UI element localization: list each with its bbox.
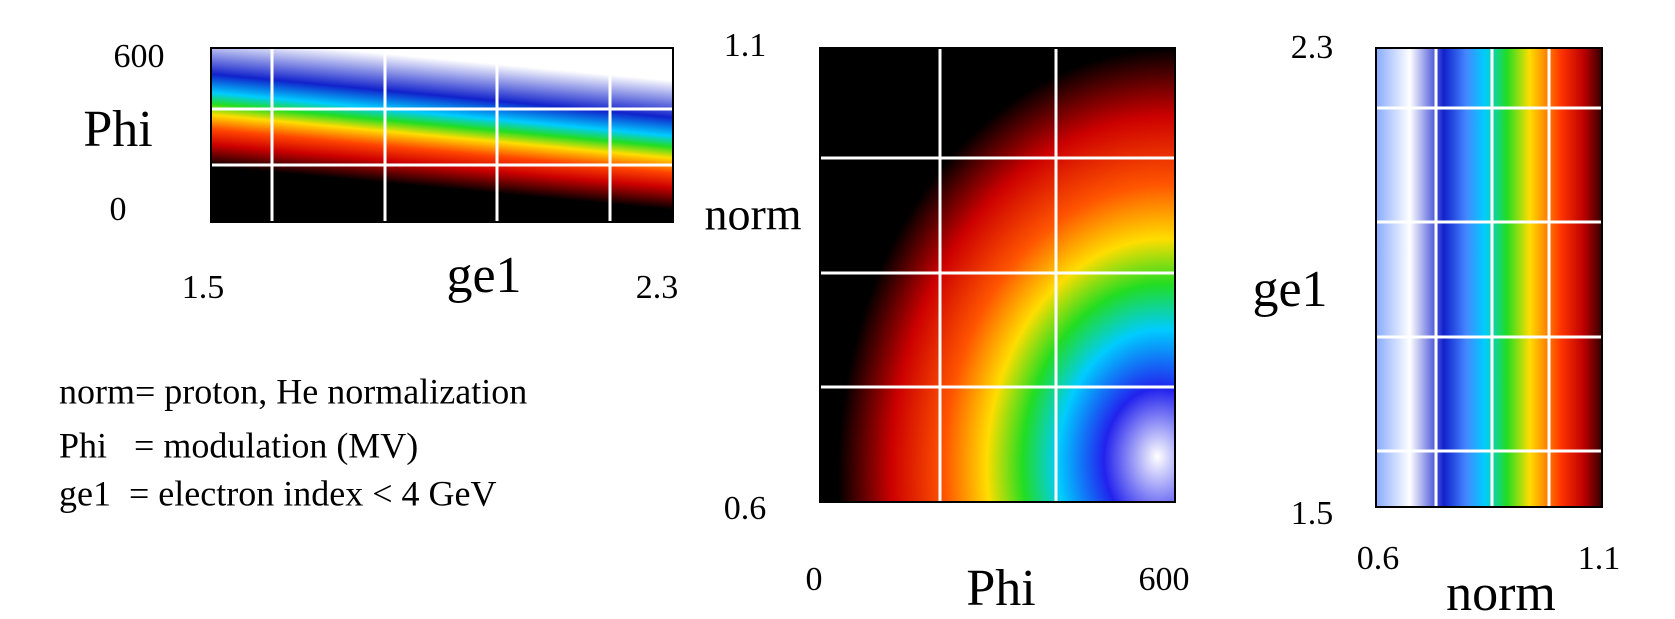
grid bbox=[1376, 48, 1602, 507]
y-max: 1.1 bbox=[724, 27, 767, 64]
y-label: norm bbox=[704, 189, 801, 240]
note: Phi = modulation (MV) bbox=[59, 425, 418, 465]
x-min: 0.6 bbox=[1357, 540, 1400, 577]
y-max: 600 bbox=[114, 38, 165, 75]
frame bbox=[210, 47, 674, 223]
panel-1: 600 Phi 0 1.5 ge1 2.3 bbox=[83, 38, 678, 306]
heatmap bbox=[1376, 48, 1602, 507]
heatmap bbox=[211, 48, 673, 222]
panel-3: 2.3 ge1 1.5 0.6 norm 1.1 bbox=[1252, 29, 1620, 619]
notes: norm= proton, He normalization Phi = mod… bbox=[59, 371, 527, 513]
grid bbox=[820, 48, 1175, 502]
x-label: Phi bbox=[966, 560, 1035, 617]
x-max: 600 bbox=[1139, 561, 1190, 598]
x-min: 1.5 bbox=[182, 269, 225, 306]
x-max: 1.1 bbox=[1578, 540, 1621, 577]
y-label: Phi bbox=[83, 101, 152, 158]
x-max: 2.3 bbox=[636, 269, 679, 306]
heatmap bbox=[820, 48, 1175, 502]
frame bbox=[1375, 47, 1603, 508]
note: norm= proton, He normalization bbox=[59, 371, 527, 411]
y-min: 1.5 bbox=[1291, 495, 1334, 532]
x-min: 0 bbox=[806, 561, 823, 598]
grid bbox=[211, 48, 673, 222]
y-min: 0 bbox=[110, 191, 127, 228]
y-max: 2.3 bbox=[1291, 29, 1334, 66]
y-label: ge1 bbox=[1252, 261, 1327, 318]
x-label: ge1 bbox=[446, 247, 521, 304]
frame bbox=[819, 47, 1176, 503]
x-label: norm bbox=[1446, 565, 1556, 619]
panel-2: 1.1 norm 0.6 0 Phi 600 bbox=[704, 27, 1189, 617]
y-min: 0.6 bbox=[724, 490, 767, 527]
note: ge1 = electron index < 4 GeV bbox=[59, 473, 496, 513]
